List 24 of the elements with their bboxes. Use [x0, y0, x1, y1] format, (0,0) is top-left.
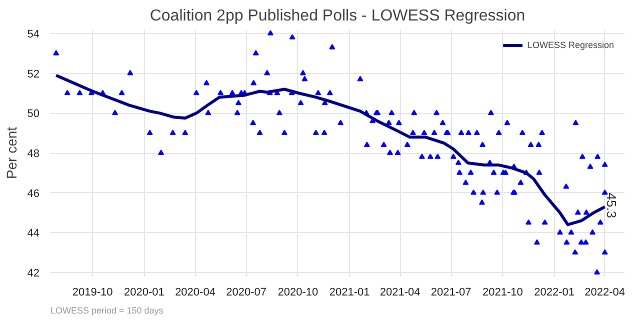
line-series	[54, 74, 606, 226]
y-tick-label: 50	[27, 108, 40, 120]
y-tick-label: 54	[27, 28, 40, 40]
x-tick-label: 2021-07	[430, 286, 472, 298]
chart-title: Coalition 2pp Published Polls - LOWESS Regression	[150, 8, 526, 24]
y-tick-label: 46	[27, 188, 40, 200]
y-tick-label: 48	[27, 148, 40, 160]
x-tick-label: 2020-07	[226, 286, 267, 298]
y-tick-label: 44	[27, 228, 40, 240]
x-tick-label: 2022-04	[584, 286, 626, 298]
y-tick-label: 52	[27, 68, 40, 80]
x-tick-label: 2019-10	[72, 286, 113, 298]
text: LOWESS period = 150 days	[50, 306, 164, 316]
annotation: 45.3	[604, 192, 619, 218]
y-axis-title: Per cent	[3, 126, 20, 180]
x-tick-label: 2020-01	[124, 286, 164, 298]
x-tick-label: 2021-01	[329, 286, 370, 298]
x-tick-label: 2020-10	[278, 286, 318, 298]
legend-label: LOWESS Regression	[527, 39, 614, 51]
x-tick-label: 2021-04	[380, 286, 420, 298]
x-tick-label: 2020-04	[175, 286, 216, 298]
y-tick-label: 42	[27, 268, 40, 280]
x-tick-label: 2022-01	[534, 286, 575, 298]
x-tick-label: 2021-10	[482, 286, 523, 298]
